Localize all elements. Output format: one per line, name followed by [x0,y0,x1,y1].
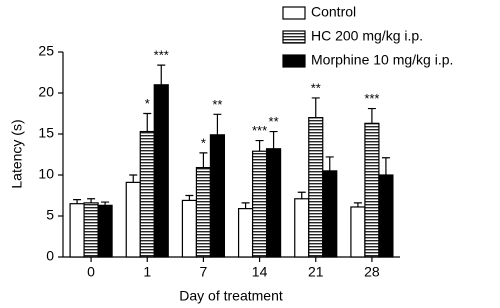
legend-label: Morphine 10 mg/kg i.p. [311,52,453,68]
x-tick-label: 1 [143,264,151,280]
y-tick-label: 10 [38,166,54,182]
significance-label: *** [252,123,267,138]
x-tick-label: 21 [308,264,324,280]
bar [139,130,155,258]
error-bar [157,64,166,85]
bar [181,199,198,258]
x-tick-label: 7 [200,264,208,280]
legend-swatch [282,30,306,44]
error-bar [199,152,208,168]
y-tick-label: 25 [38,43,54,59]
significance-label: *** [364,91,379,106]
significance-label: ** [212,97,222,112]
bar [322,170,338,258]
bar [294,198,310,258]
legend-swatch [282,6,306,20]
bar [378,174,394,258]
error-bar [241,202,250,209]
y-tick-label: 0 [46,248,54,264]
significance-label: ** [269,114,279,129]
error-bar [73,199,82,204]
x-tick-label: 14 [252,264,268,280]
bar [308,116,324,258]
y-tick-label: 20 [38,84,54,100]
x-tick-label: 0 [87,264,95,280]
error-bar [297,191,306,199]
bar [237,208,254,258]
error-bar [255,139,264,152]
error-bar [325,156,334,171]
significance-label: * [201,135,206,150]
error-bar [143,112,152,132]
bar [265,148,282,258]
y-tick-label: 15 [38,125,54,141]
y-tick-label: 5 [46,207,54,223]
bar [83,202,99,258]
bar [125,181,141,258]
significance-label: ** [311,80,321,95]
bar [209,134,226,258]
error-bar [213,113,222,135]
error-bar [367,107,376,124]
error-bar [129,174,138,183]
significance-label: * [145,96,150,111]
bar [69,203,85,258]
legend-label: HC 200 mg/kg i.p. [311,28,423,44]
error-bar [87,198,96,203]
bar [251,150,268,258]
error-bar [381,157,390,175]
error-bar [101,201,110,206]
error-bar [353,202,362,207]
x-tick-label: 28 [364,264,380,280]
y-axis-label: Latency (s) [9,119,25,188]
error-bar [185,194,194,201]
x-axis-label: Day of treatment [179,288,283,304]
bar [364,122,380,258]
legend-swatch [282,54,306,68]
significance-label: *** [154,48,169,63]
bar [350,206,366,258]
error-bar [311,97,320,118]
error-bar [269,130,278,149]
legend-label: Control [311,4,356,20]
bar [153,84,169,258]
bar [97,204,113,258]
bar [195,167,212,258]
